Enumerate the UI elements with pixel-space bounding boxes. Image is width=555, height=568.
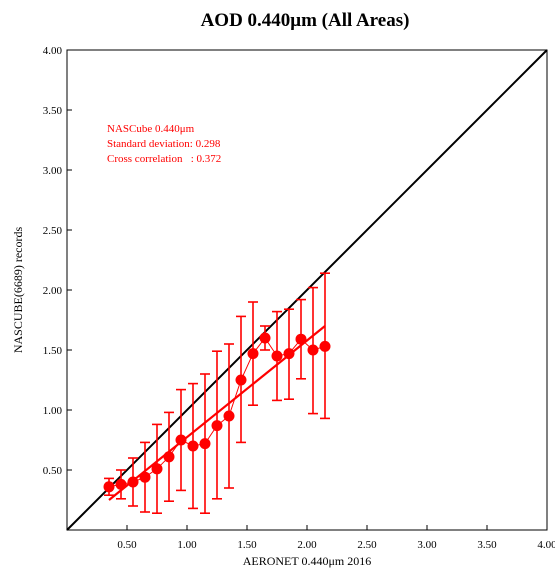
- data-point: [247, 348, 259, 360]
- data-point: [271, 350, 283, 362]
- annotation-std-dev: Standard deviation: 0.298: [107, 138, 221, 150]
- data-point: [319, 340, 331, 352]
- data-point: [103, 481, 115, 493]
- y-tick-label: 3.00: [43, 165, 63, 177]
- x-tick-label: 1.00: [177, 539, 197, 551]
- data-point: [115, 478, 127, 490]
- annotation-product: NASCube 0.440μm: [107, 123, 195, 135]
- y-tick-label: 1.50: [43, 345, 63, 357]
- y-tick-label: 2.00: [43, 285, 63, 297]
- y-tick-label: 2.50: [43, 225, 63, 237]
- x-tick-label: 1.50: [237, 539, 257, 551]
- data-point: [223, 410, 235, 422]
- data-point: [307, 344, 319, 356]
- one-to-one-reference-line: [66, 49, 548, 531]
- y-axis-ticks: 0.50 1.00 1.50 2.00 2.50 3.00 3.50 4.00: [43, 45, 72, 477]
- y-tick-label: 4.00: [43, 45, 63, 57]
- data-point: [187, 440, 199, 452]
- x-tick-label: 0.50: [117, 539, 137, 551]
- x-tick-label: 2.00: [297, 539, 317, 551]
- data-point: [127, 476, 139, 488]
- y-tick-label: 1.00: [43, 405, 63, 417]
- data-point: [151, 463, 163, 475]
- x-axis-ticks: 0.50 1.00 1.50 2.00 2.50 3.00 3.50 4.00: [117, 525, 555, 551]
- annotation-correlation: Cross correlation : 0.372: [107, 153, 221, 165]
- y-axis-label: NASCUBE(6689) records: [11, 227, 25, 354]
- chart-title: AOD 0.440μm (All Areas): [201, 10, 410, 31]
- data-point: [295, 333, 307, 345]
- data-marks: [103, 272, 331, 515]
- data-point: [283, 348, 295, 360]
- y-tick-label: 3.50: [43, 105, 63, 117]
- x-tick-label: 3.50: [477, 539, 497, 551]
- stats-annotation: NASCube 0.440μm Standard deviation: 0.29…: [107, 123, 221, 165]
- x-tick-label: 4.00: [537, 539, 555, 551]
- data-point: [199, 438, 211, 450]
- data-point: [139, 471, 151, 483]
- x-axis-label: AERONET 0.440μm 2016: [243, 554, 372, 568]
- y-tick-label: 0.50: [43, 465, 63, 477]
- x-tick-label: 3.00: [417, 539, 437, 551]
- data-point: [175, 434, 187, 446]
- data-point: [235, 374, 247, 386]
- data-point: [211, 420, 223, 432]
- x-tick-label: 2.50: [357, 539, 377, 551]
- data-point: [259, 332, 271, 344]
- data-point: [163, 451, 175, 463]
